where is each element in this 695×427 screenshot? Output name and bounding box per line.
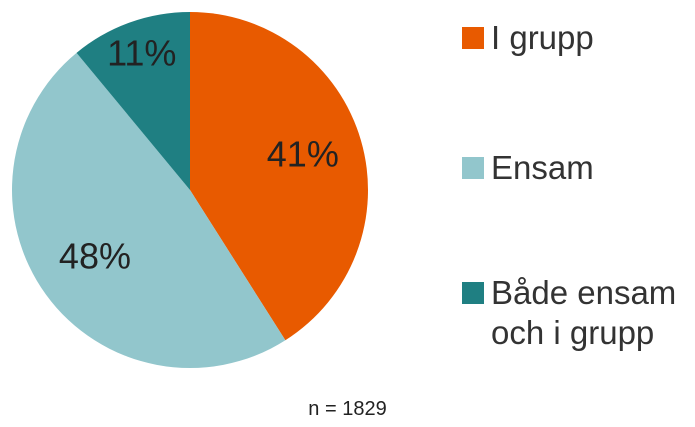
legend-swatch: [462, 27, 484, 49]
legend-label: Både ensam och i grupp: [491, 274, 677, 351]
chart: 41% 48% 11%: [12, 11, 368, 368]
pie-slice: [190, 12, 368, 341]
legend-item: Både ensam och i grupp: [462, 273, 687, 353]
pie-slice: [76, 11, 190, 190]
legend-swatch: [462, 157, 484, 179]
legend-item: Ensam: [462, 148, 687, 188]
legend-item: I grupp: [462, 18, 687, 58]
value-label: 48%: [59, 236, 131, 277]
value-label: 11%: [107, 33, 176, 74]
legend-label: I grupp: [491, 19, 594, 56]
note: n = 1829: [308, 398, 387, 420]
legend-swatch: [462, 282, 484, 304]
legend-label: Ensam: [491, 149, 594, 186]
value-label: 41%: [267, 134, 339, 175]
pie-slice: [12, 52, 286, 368]
